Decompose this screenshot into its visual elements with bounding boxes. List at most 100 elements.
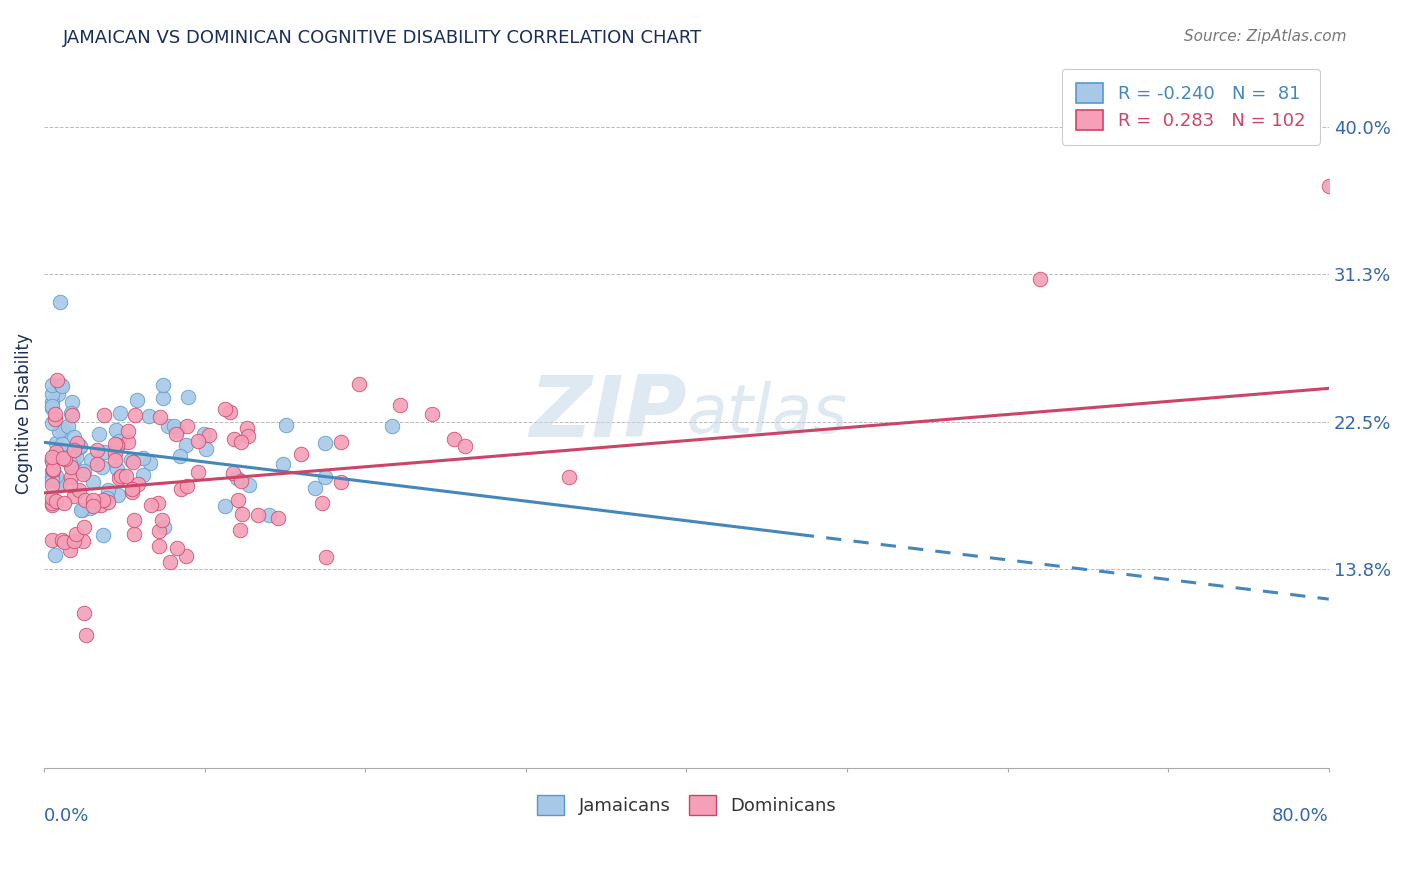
Point xyxy=(131,468,153,483)
Point xyxy=(72,534,94,549)
Point xyxy=(96,491,118,506)
Point xyxy=(73,606,96,620)
Point xyxy=(41,478,63,492)
Point xyxy=(163,418,186,433)
Point xyxy=(314,436,336,450)
Text: 0.0%: 0.0% xyxy=(44,806,90,824)
Point xyxy=(1317,179,1340,194)
Point xyxy=(156,419,179,434)
Point xyxy=(52,424,75,438)
Point xyxy=(271,457,294,471)
Point xyxy=(224,432,246,446)
Point xyxy=(82,492,104,507)
Point xyxy=(59,406,82,420)
Point xyxy=(105,437,128,451)
Point xyxy=(41,533,63,547)
Point xyxy=(69,439,91,453)
Point xyxy=(87,427,110,442)
Point xyxy=(45,469,67,483)
Point xyxy=(49,378,72,392)
Point xyxy=(124,527,146,541)
Point xyxy=(238,478,260,492)
Point xyxy=(138,409,160,424)
Point xyxy=(122,513,145,527)
Point xyxy=(45,373,67,387)
Point xyxy=(52,450,75,465)
Point xyxy=(117,434,139,449)
Point xyxy=(41,499,63,513)
Point xyxy=(187,434,209,448)
Point xyxy=(97,483,120,497)
Point xyxy=(44,549,66,563)
Point xyxy=(86,458,108,472)
Point xyxy=(90,499,112,513)
Point xyxy=(51,446,73,460)
Text: ZIP: ZIP xyxy=(529,372,686,455)
Text: JAMAICAN VS DOMINICAN COGNITIVE DISABILITY CORRELATION CHART: JAMAICAN VS DOMINICAN COGNITIVE DISABILI… xyxy=(63,29,703,46)
Point xyxy=(165,426,187,441)
Point xyxy=(214,401,236,416)
Point xyxy=(174,549,197,563)
Point xyxy=(45,445,67,459)
Point xyxy=(49,476,72,491)
Point xyxy=(72,464,94,478)
Point xyxy=(69,440,91,454)
Point xyxy=(67,483,90,497)
Point xyxy=(148,524,170,539)
Point xyxy=(166,541,188,555)
Point xyxy=(121,482,143,496)
Point xyxy=(82,475,104,489)
Point xyxy=(231,474,253,488)
Text: Source: ZipAtlas.com: Source: ZipAtlas.com xyxy=(1184,29,1347,44)
Point xyxy=(62,450,84,464)
Point xyxy=(41,387,63,401)
Point xyxy=(66,435,89,450)
Point xyxy=(152,377,174,392)
Point xyxy=(170,482,193,496)
Point xyxy=(104,446,127,460)
Point xyxy=(107,488,129,502)
Point xyxy=(41,450,63,464)
Point xyxy=(107,461,129,475)
Point xyxy=(44,411,66,425)
Point xyxy=(420,407,443,421)
Point xyxy=(108,407,131,421)
Point xyxy=(132,450,155,465)
Point xyxy=(75,628,97,642)
Point xyxy=(42,462,65,476)
Point xyxy=(63,430,86,444)
Point xyxy=(108,471,131,485)
Point xyxy=(41,496,63,510)
Point xyxy=(315,550,337,565)
Point xyxy=(1028,272,1050,286)
Point xyxy=(347,377,370,392)
Point xyxy=(63,489,86,503)
Point xyxy=(443,432,465,446)
Point xyxy=(58,456,80,470)
Point xyxy=(41,453,63,467)
Point xyxy=(225,471,247,485)
Point xyxy=(149,409,172,424)
Point xyxy=(41,400,63,414)
Text: 80.0%: 80.0% xyxy=(1272,806,1329,824)
Point xyxy=(65,450,87,464)
Point xyxy=(42,451,65,466)
Point xyxy=(65,527,87,541)
Point xyxy=(51,379,73,393)
Point xyxy=(558,469,581,483)
Point xyxy=(49,295,72,310)
Point xyxy=(70,503,93,517)
Point xyxy=(127,476,149,491)
Point xyxy=(176,419,198,434)
Point xyxy=(146,495,169,509)
Point xyxy=(139,498,162,512)
Point xyxy=(105,423,128,437)
Point xyxy=(105,440,128,454)
Point xyxy=(110,468,132,483)
Point xyxy=(122,455,145,469)
Point xyxy=(62,456,84,470)
Point xyxy=(153,520,176,534)
Point xyxy=(53,496,76,510)
Point xyxy=(104,437,127,451)
Point xyxy=(41,453,63,467)
